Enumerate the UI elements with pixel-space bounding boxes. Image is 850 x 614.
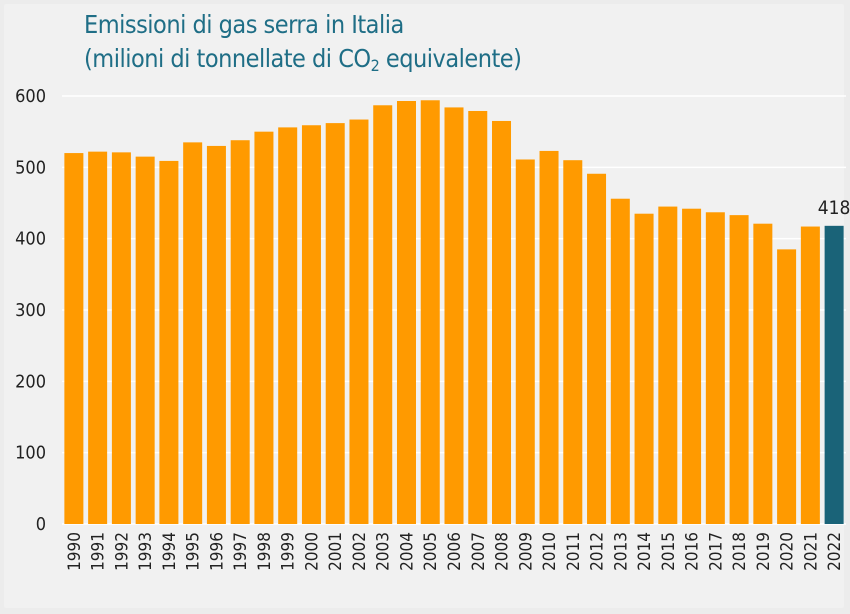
x-tick-label: 2017 xyxy=(706,532,726,571)
x-tick-label: 2022 xyxy=(825,532,845,571)
x-tick-label: 1995 xyxy=(184,532,204,571)
bar-2016 xyxy=(682,208,702,524)
x-tick-label: 1992 xyxy=(112,532,132,571)
x-tick-label: 2008 xyxy=(493,532,513,571)
x-tick-label: 1991 xyxy=(89,532,109,571)
bar-2014 xyxy=(634,213,654,524)
x-tick-label: 1990 xyxy=(65,532,85,571)
x-tick-label: 1993 xyxy=(136,532,156,571)
x-tick-label: 2020 xyxy=(778,532,798,571)
data-label: 418 xyxy=(818,197,850,219)
bar-2002 xyxy=(349,119,369,524)
x-tick-label: 2014 xyxy=(635,532,655,571)
bar-1991 xyxy=(88,151,108,524)
bar-1999 xyxy=(278,127,298,525)
chart-title: Emissioni di gas serra in Italia (milion… xyxy=(84,8,522,76)
bar-2007 xyxy=(468,110,488,524)
bar-2021 xyxy=(800,226,820,525)
x-tick-label: 2002 xyxy=(350,532,370,571)
x-tick-label: 1999 xyxy=(279,532,299,571)
chart-title-line1: Emissioni di gas serra in Italia xyxy=(84,10,404,39)
y-tick-label: 100 xyxy=(15,443,46,464)
x-tick-label: 1994 xyxy=(160,532,180,571)
bar-1992 xyxy=(111,152,131,524)
y-tick-label: 300 xyxy=(15,300,46,321)
x-tick-label: 2009 xyxy=(516,532,536,571)
bar-2022 xyxy=(824,225,844,524)
bar-2012 xyxy=(587,173,607,524)
y-tick-label: 600 xyxy=(15,86,46,107)
bar-2006 xyxy=(444,107,464,524)
bar-1997 xyxy=(230,140,250,524)
x-tick-label: 1996 xyxy=(207,532,227,571)
bar-2010 xyxy=(539,150,559,524)
x-tick-label: 2018 xyxy=(730,532,750,571)
data-labels: 418 xyxy=(818,197,850,219)
x-tick-label: 2010 xyxy=(540,532,560,571)
x-tick-label: 2005 xyxy=(421,532,441,571)
chart-subtitle-subscript: 2 xyxy=(370,56,380,75)
bar-2017 xyxy=(705,212,725,525)
bar-1994 xyxy=(159,160,179,524)
bar-2013 xyxy=(610,198,630,524)
bar-2008 xyxy=(492,120,512,524)
x-tick-label: 2019 xyxy=(754,532,774,571)
x-tick-label: 2000 xyxy=(302,532,322,571)
x-tick-label: 2011 xyxy=(564,532,584,571)
bar-2003 xyxy=(373,105,393,525)
y-tick-label: 500 xyxy=(15,157,46,178)
chart-subtitle: (milioni di tonnellate di CO2 equivalent… xyxy=(84,44,522,75)
x-tick-label: 2015 xyxy=(659,532,679,571)
y-tick-label: 400 xyxy=(15,229,46,250)
bar-2020 xyxy=(777,249,797,524)
x-tick-label: 2004 xyxy=(397,532,417,571)
bar-1995 xyxy=(183,142,203,524)
bar-1990 xyxy=(64,153,84,525)
y-tick-label: 200 xyxy=(15,371,46,392)
bar-2018 xyxy=(729,215,749,525)
x-tick-label: 1998 xyxy=(255,532,275,571)
bar-2005 xyxy=(420,100,440,524)
chart-subtitle-post: equivalente) xyxy=(379,44,522,73)
x-tick-label: 1997 xyxy=(231,532,251,571)
y-axis: 0 100 200 300 400 500 600 xyxy=(15,86,46,535)
bar-2015 xyxy=(658,206,678,525)
x-axis: 1990 1991 1992 1993 1994 1995 1996 1997 1998 1999… xyxy=(65,532,845,571)
bar-2004 xyxy=(396,100,416,524)
x-tick-label: 2012 xyxy=(588,532,608,571)
bar-2011 xyxy=(563,160,583,524)
bar-2019 xyxy=(753,223,773,525)
x-tick-label: 2016 xyxy=(683,532,703,571)
bar-2009 xyxy=(515,159,535,524)
bar-1993 xyxy=(135,156,155,524)
chart-subtitle-pre: (milioni di tonnellate di CO xyxy=(84,44,371,73)
bar-2001 xyxy=(325,123,345,525)
bar-1996 xyxy=(206,145,226,524)
bar-1998 xyxy=(254,131,274,524)
bar-2000 xyxy=(301,125,321,524)
bars xyxy=(64,100,844,525)
y-tick-label: 0 xyxy=(36,514,46,535)
x-tick-label: 2021 xyxy=(801,532,821,571)
x-tick-label: 2007 xyxy=(469,532,489,571)
x-tick-label: 2006 xyxy=(445,532,465,571)
x-tick-label: 2013 xyxy=(611,532,631,571)
x-tick-label: 2003 xyxy=(374,532,394,571)
x-tick-label: 2001 xyxy=(326,532,346,571)
